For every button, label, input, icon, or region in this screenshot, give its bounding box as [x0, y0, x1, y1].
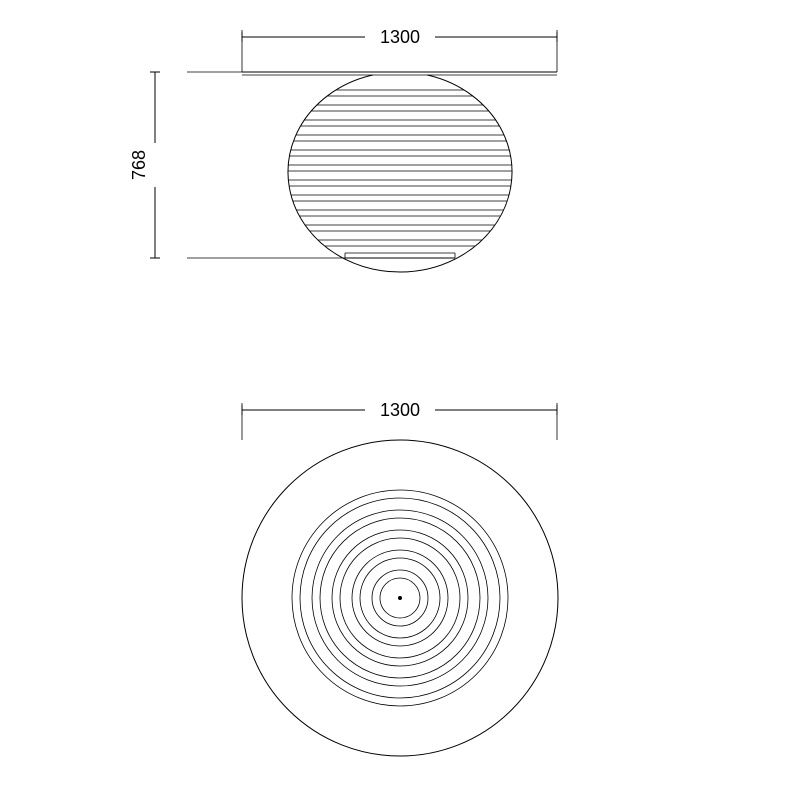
- sphere-outline: [288, 75, 512, 272]
- dim-height: 768: [129, 150, 149, 180]
- technical-drawing: 1300 768 1300: [0, 0, 800, 800]
- dim-width-plan: 1300: [380, 400, 420, 420]
- plan-center-dot: [398, 596, 402, 600]
- dim-width-top: 1300: [380, 27, 420, 47]
